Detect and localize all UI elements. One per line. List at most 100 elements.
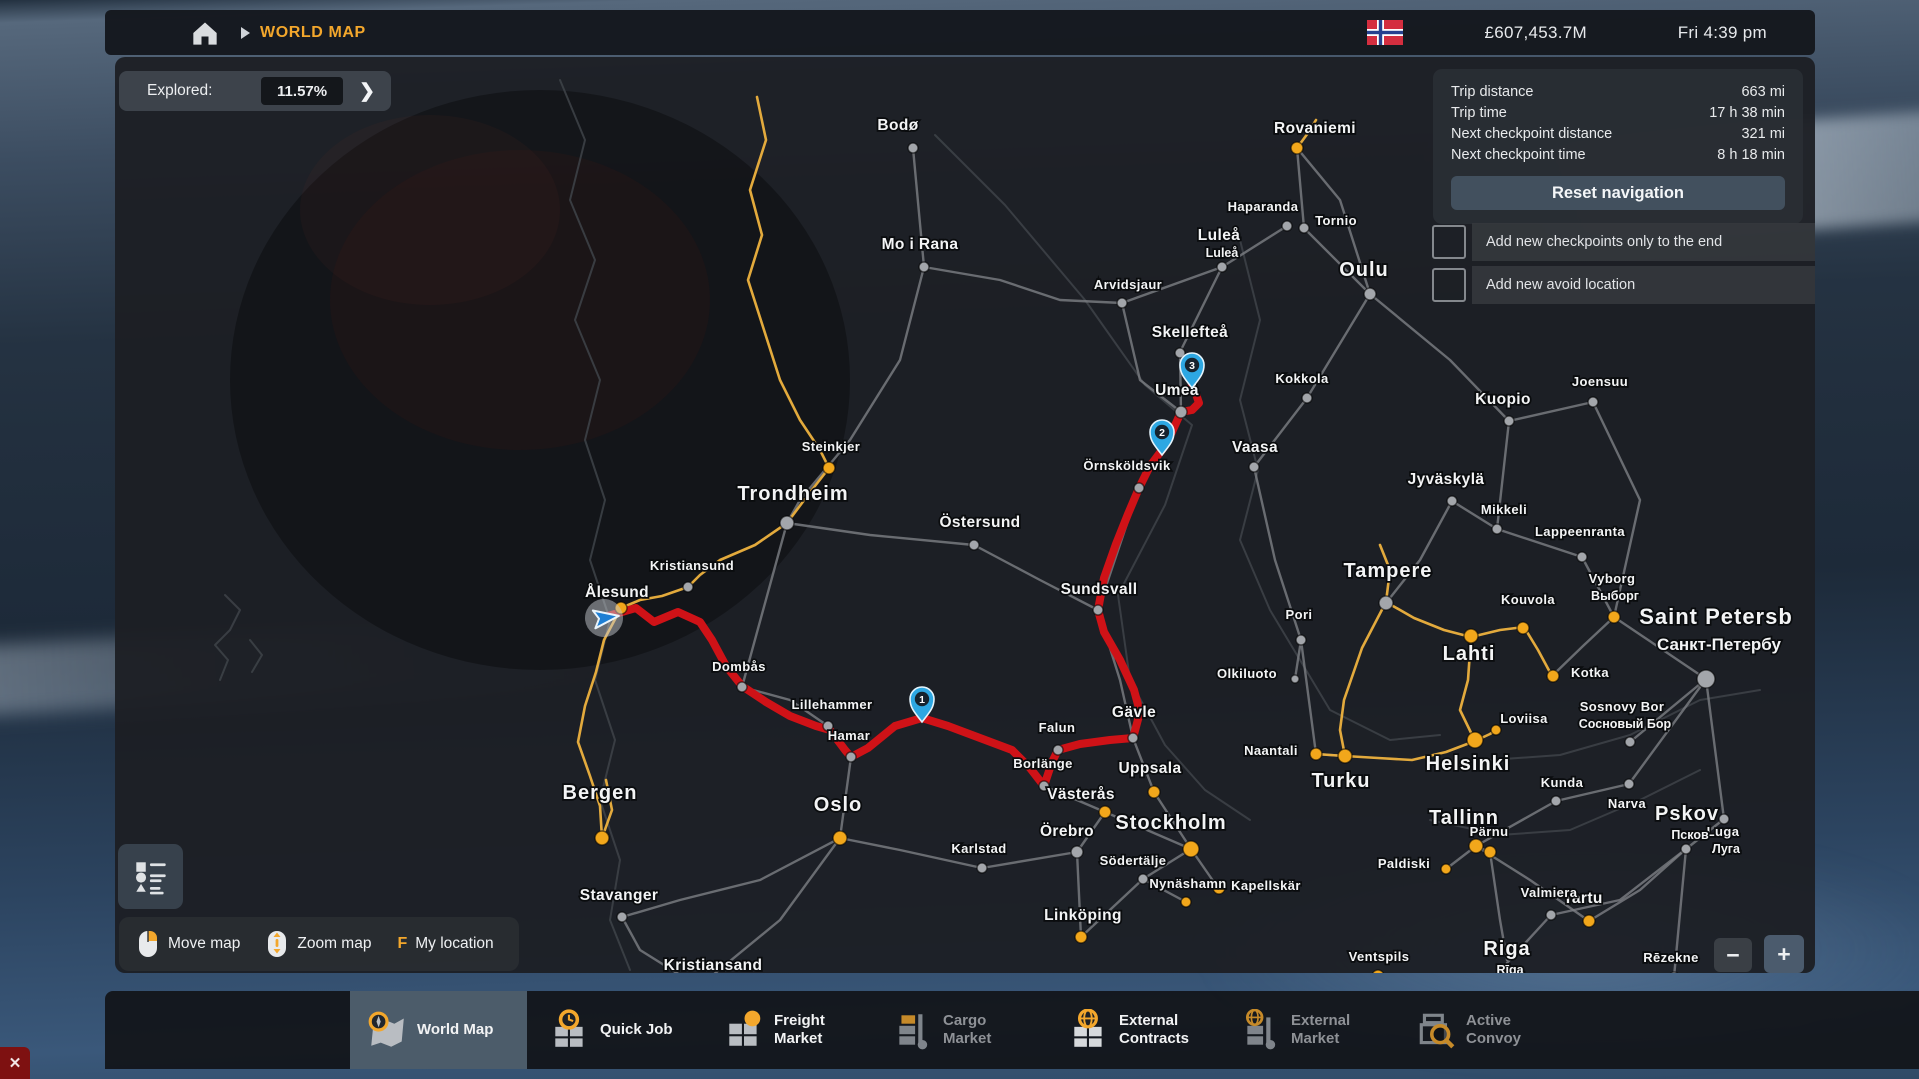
checkbox[interactable] bbox=[1432, 268, 1466, 302]
city-dot-Trondheim[interactable] bbox=[779, 515, 795, 531]
city-dot-Lappeenranta[interactable] bbox=[1576, 551, 1588, 563]
checkbox-row-checkpoints-end[interactable]: Add new checkpoints only to the end bbox=[1432, 223, 1815, 261]
checkpoint-pin-1[interactable]: 1 bbox=[909, 686, 935, 724]
city-dot-Sosnovy Bor[interactable] bbox=[1624, 736, 1636, 748]
city-dot-Sundsvall[interactable] bbox=[1092, 604, 1104, 616]
nav-item-freight-market[interactable]: Freight Market bbox=[707, 991, 872, 1069]
city-dot-Loviisa[interactable] bbox=[1490, 724, 1502, 736]
nav-item-world-map[interactable]: World Map bbox=[350, 991, 527, 1069]
city-dot-Stockholm[interactable] bbox=[1182, 840, 1200, 858]
city-dot-Kouvola[interactable] bbox=[1516, 621, 1530, 635]
menu-icon[interactable] bbox=[131, 21, 165, 45]
checkbox-row-avoid-location[interactable]: Add new avoid location bbox=[1432, 266, 1815, 304]
city-dot-Naantali[interactable] bbox=[1309, 747, 1323, 761]
city-dot-Mikkeli[interactable] bbox=[1491, 523, 1503, 535]
expand-chevron-icon[interactable]: ❯ bbox=[359, 80, 375, 102]
city-dot-Pori[interactable] bbox=[1295, 634, 1307, 646]
city-dot-Pärnu[interactable] bbox=[1483, 845, 1497, 859]
city-dot-Bergen[interactable] bbox=[594, 830, 610, 846]
nav-item-active-convoy[interactable]: Active Convoy bbox=[1399, 991, 1564, 1069]
city-dot-Turku[interactable] bbox=[1337, 748, 1353, 764]
city-dot-Oulu[interactable] bbox=[1363, 287, 1377, 301]
city-dot-Linköping[interactable] bbox=[1074, 930, 1088, 944]
city-dot-Haparanda[interactable] bbox=[1281, 220, 1293, 232]
city-dot-Lahti[interactable] bbox=[1463, 628, 1479, 644]
city-dot-Jyväskylä[interactable] bbox=[1446, 495, 1458, 507]
map-canvas[interactable]: Bodø Mo i Rana Rovaniemi Haparanda Tornio Lul… bbox=[115, 57, 1815, 973]
city-dot-Tallinn[interactable] bbox=[1468, 838, 1484, 854]
city-sublabel-Luga: Луга bbox=[1712, 842, 1741, 856]
city-dot-Helsinki[interactable] bbox=[1466, 731, 1484, 749]
city-dot-Vyborg[interactable] bbox=[1607, 610, 1621, 624]
city-dot-Vaasa[interactable] bbox=[1248, 461, 1260, 473]
city-dot-Paldiski[interactable] bbox=[1440, 863, 1452, 875]
player-marker[interactable] bbox=[583, 597, 626, 640]
home-icon[interactable] bbox=[191, 20, 219, 46]
city-dot-Stavanger[interactable] bbox=[616, 911, 628, 923]
city-dot-Kokkola[interactable] bbox=[1301, 392, 1313, 404]
road-undiscovered bbox=[1591, 400, 1642, 619]
city-dot-Valmiera[interactable] bbox=[1545, 909, 1557, 921]
city-dot-Ventspils[interactable] bbox=[1371, 969, 1385, 973]
nav-item-quick-job[interactable]: Quick Job bbox=[533, 991, 698, 1069]
city-dot-Pskov[interactable] bbox=[1680, 843, 1692, 855]
city-dot-Tartu[interactable] bbox=[1582, 914, 1596, 928]
city-dot-Tampere[interactable] bbox=[1378, 595, 1394, 611]
nav-item-external-contracts[interactable]: External Contracts bbox=[1052, 991, 1224, 1069]
nav-item-external-market[interactable]: External Market bbox=[1224, 991, 1389, 1069]
city-dot-Olkiluoto[interactable] bbox=[1290, 674, 1300, 684]
city-dot-Kotka[interactable] bbox=[1546, 669, 1560, 683]
city-dot-Tornio[interactable] bbox=[1298, 222, 1310, 234]
city-label-Vyborg: Vyborg bbox=[1589, 571, 1636, 586]
city-dot-Kristiansund[interactable] bbox=[682, 581, 694, 593]
close-button[interactable]: ✕ bbox=[0, 1047, 30, 1079]
city-dot-Kunda[interactable] bbox=[1550, 795, 1562, 807]
city-dot-Gävle[interactable] bbox=[1127, 732, 1139, 744]
reset-navigation-button[interactable]: Reset navigation bbox=[1451, 176, 1785, 210]
norway-flag-icon[interactable] bbox=[1367, 20, 1403, 45]
city-dot-Lillehammer[interactable] bbox=[822, 720, 834, 732]
city-dot-Oslo[interactable] bbox=[832, 830, 848, 846]
world-map-panel[interactable]: Bodø Mo i Rana Rovaniemi Haparanda Tornio Lul… bbox=[115, 57, 1815, 973]
city-dot-Uppsala[interactable] bbox=[1147, 785, 1161, 799]
city-dot-Kapellskär[interactable] bbox=[1212, 881, 1226, 895]
city-dot-Bodø[interactable] bbox=[907, 142, 919, 154]
city-dot-Örnsköldsvik[interactable] bbox=[1133, 482, 1145, 494]
city-dot-Umeå[interactable] bbox=[1174, 405, 1188, 419]
hint-label: Zoom map bbox=[297, 935, 372, 952]
city-dot-Dombås[interactable] bbox=[736, 681, 748, 693]
city-dot-Luga[interactable] bbox=[1718, 813, 1730, 825]
checkpoint-pin-3[interactable]: 3 bbox=[1179, 352, 1205, 390]
city-dot-Steinkjer[interactable] bbox=[822, 461, 836, 475]
city-dot-Kuopio[interactable] bbox=[1503, 415, 1515, 427]
city-dot-Joensuu[interactable] bbox=[1587, 396, 1599, 408]
city-dot-Rovaniemi[interactable] bbox=[1290, 141, 1304, 155]
city-dot-Hamar[interactable] bbox=[845, 751, 857, 763]
city-dot-Karlstad[interactable] bbox=[976, 862, 988, 874]
city-dot-Södertälje[interactable] bbox=[1137, 873, 1149, 885]
zoom-out-button[interactable]: − bbox=[1714, 938, 1752, 972]
city-label-Örebro: Örebro bbox=[1040, 823, 1094, 840]
checkbox[interactable] bbox=[1432, 225, 1466, 259]
road-discovered bbox=[600, 778, 614, 840]
cargo-market-icon bbox=[899, 1014, 928, 1050]
city-dot-Falun[interactable] bbox=[1052, 744, 1064, 756]
city-dot-Östersund[interactable] bbox=[968, 539, 980, 551]
city-dot-Skellefteå[interactable] bbox=[1174, 347, 1186, 359]
bottom-navbar: World Map Quick Job Freight Market Cargo Ma… bbox=[105, 991, 1919, 1069]
city-dot-Örebro[interactable] bbox=[1070, 845, 1084, 859]
city-dot-Borlänge[interactable] bbox=[1038, 780, 1050, 792]
map-legend-button[interactable] bbox=[118, 844, 183, 909]
city-dot-Luleå[interactable] bbox=[1216, 261, 1228, 273]
city-dot-Mo i Rana[interactable] bbox=[918, 261, 930, 273]
city-dot-Rēzekne[interactable] bbox=[1669, 971, 1679, 973]
city-dot-Västerås[interactable] bbox=[1098, 805, 1112, 819]
zoom-in-button[interactable]: + bbox=[1764, 935, 1804, 973]
city-dot-Nynäshamn[interactable] bbox=[1180, 896, 1192, 908]
checkpoint-pin-2[interactable]: 2 bbox=[1149, 419, 1175, 457]
nav-item-cargo-market[interactable]: Cargo Market bbox=[876, 991, 1041, 1069]
city-dot-Narva[interactable] bbox=[1623, 778, 1635, 790]
city-label-Sundsvall: Sundsvall bbox=[1061, 581, 1138, 598]
city-dot-Saint Petersb[interactable] bbox=[1696, 669, 1716, 689]
city-dot-Arvidsjaur[interactable] bbox=[1116, 297, 1128, 309]
